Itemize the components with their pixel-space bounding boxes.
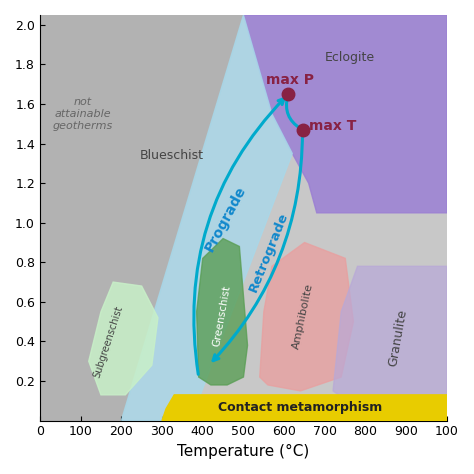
Text: Amphibolite: Amphibolite (291, 282, 314, 349)
Text: Greenschist: Greenschist (212, 284, 233, 347)
Text: Retrograde: Retrograde (247, 210, 291, 294)
X-axis label: Temperature (°C): Temperature (°C) (177, 444, 310, 459)
Text: max T: max T (309, 119, 356, 133)
Text: not
attainable
geotherms: not attainable geotherms (53, 97, 113, 130)
Text: Contact metamorphism: Contact metamorphism (219, 401, 383, 414)
Polygon shape (89, 282, 158, 395)
Polygon shape (40, 15, 244, 420)
Polygon shape (260, 243, 354, 391)
Text: Prograde: Prograde (202, 183, 248, 254)
Polygon shape (162, 395, 447, 420)
Text: Granulite: Granulite (387, 308, 410, 367)
Text: Eclogite: Eclogite (325, 51, 375, 64)
Polygon shape (244, 15, 447, 213)
Text: Subgreenschist: Subgreenschist (92, 304, 125, 379)
Text: max P: max P (266, 73, 314, 87)
Text: Blueschist: Blueschist (140, 149, 204, 163)
Polygon shape (121, 15, 292, 420)
Polygon shape (333, 266, 447, 420)
Polygon shape (197, 238, 247, 385)
